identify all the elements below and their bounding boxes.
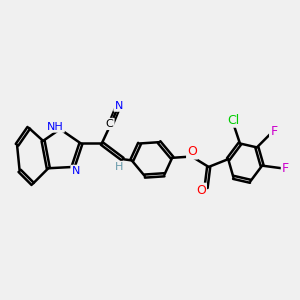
Text: F: F xyxy=(282,162,289,175)
Text: O: O xyxy=(187,145,197,158)
Text: O: O xyxy=(196,184,206,197)
Text: N: N xyxy=(71,166,80,176)
Text: N: N xyxy=(115,101,123,111)
Text: Cl: Cl xyxy=(227,113,240,127)
Text: H: H xyxy=(115,162,123,172)
Text: C: C xyxy=(106,119,113,129)
Text: F: F xyxy=(270,125,278,138)
Text: NH: NH xyxy=(47,122,64,131)
